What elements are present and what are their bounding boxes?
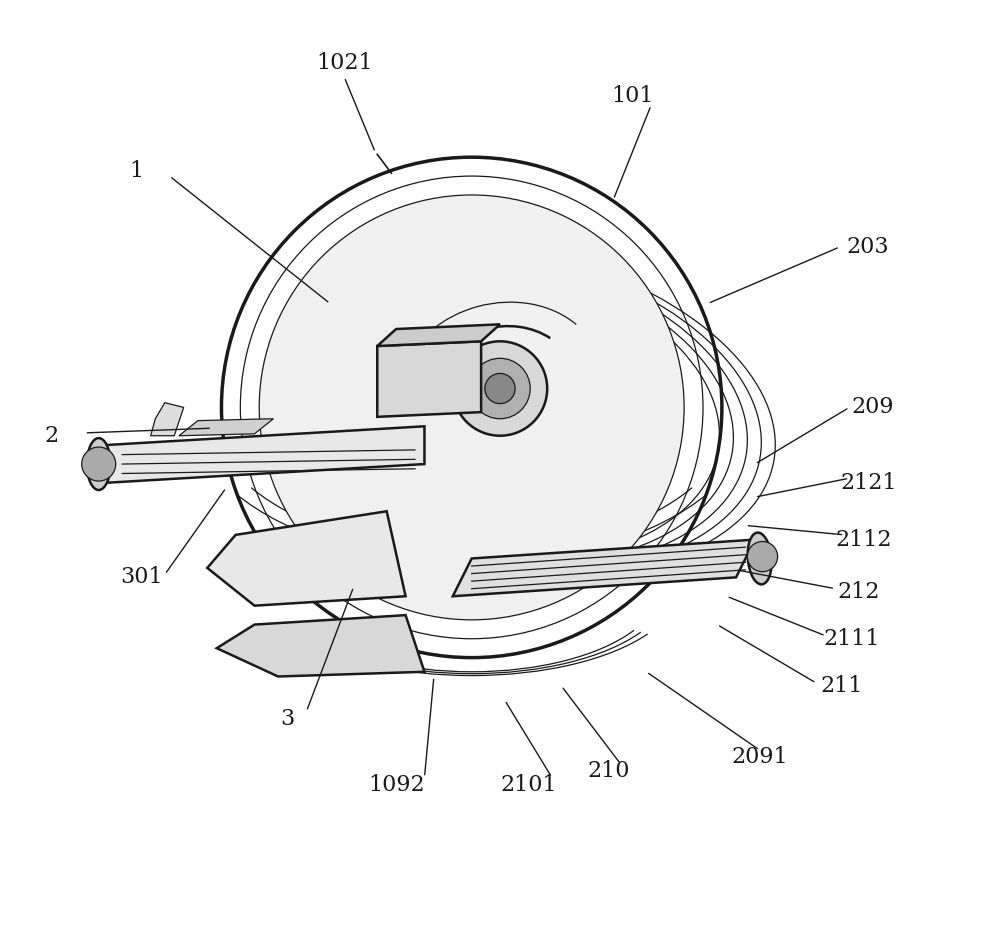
Text: 211: 211 [821, 675, 863, 697]
Text: 101: 101 [611, 85, 653, 107]
Text: 2091: 2091 [731, 746, 788, 768]
Polygon shape [377, 341, 481, 417]
Text: 301: 301 [120, 566, 163, 588]
Circle shape [747, 542, 778, 572]
Text: 2112: 2112 [835, 528, 892, 550]
Ellipse shape [87, 438, 111, 490]
Text: 1092: 1092 [368, 774, 424, 796]
Circle shape [82, 447, 116, 481]
Circle shape [453, 341, 547, 436]
Circle shape [259, 195, 684, 620]
Polygon shape [103, 426, 424, 483]
Circle shape [470, 358, 530, 419]
Text: 3: 3 [280, 708, 295, 730]
Text: 210: 210 [587, 759, 630, 782]
Polygon shape [217, 616, 424, 676]
Polygon shape [179, 419, 273, 436]
Text: 2: 2 [44, 425, 59, 447]
Ellipse shape [748, 532, 772, 584]
Polygon shape [453, 540, 755, 597]
Text: 1: 1 [129, 160, 144, 183]
Text: 212: 212 [838, 581, 880, 602]
Circle shape [485, 373, 515, 403]
Text: 209: 209 [852, 397, 894, 419]
Polygon shape [207, 511, 406, 606]
Text: 2111: 2111 [823, 628, 880, 650]
Polygon shape [377, 324, 500, 346]
Text: 2121: 2121 [840, 472, 896, 494]
Text: 203: 203 [847, 236, 890, 258]
Text: 1021: 1021 [316, 52, 373, 74]
Text: 2101: 2101 [500, 774, 557, 796]
Polygon shape [151, 402, 184, 436]
